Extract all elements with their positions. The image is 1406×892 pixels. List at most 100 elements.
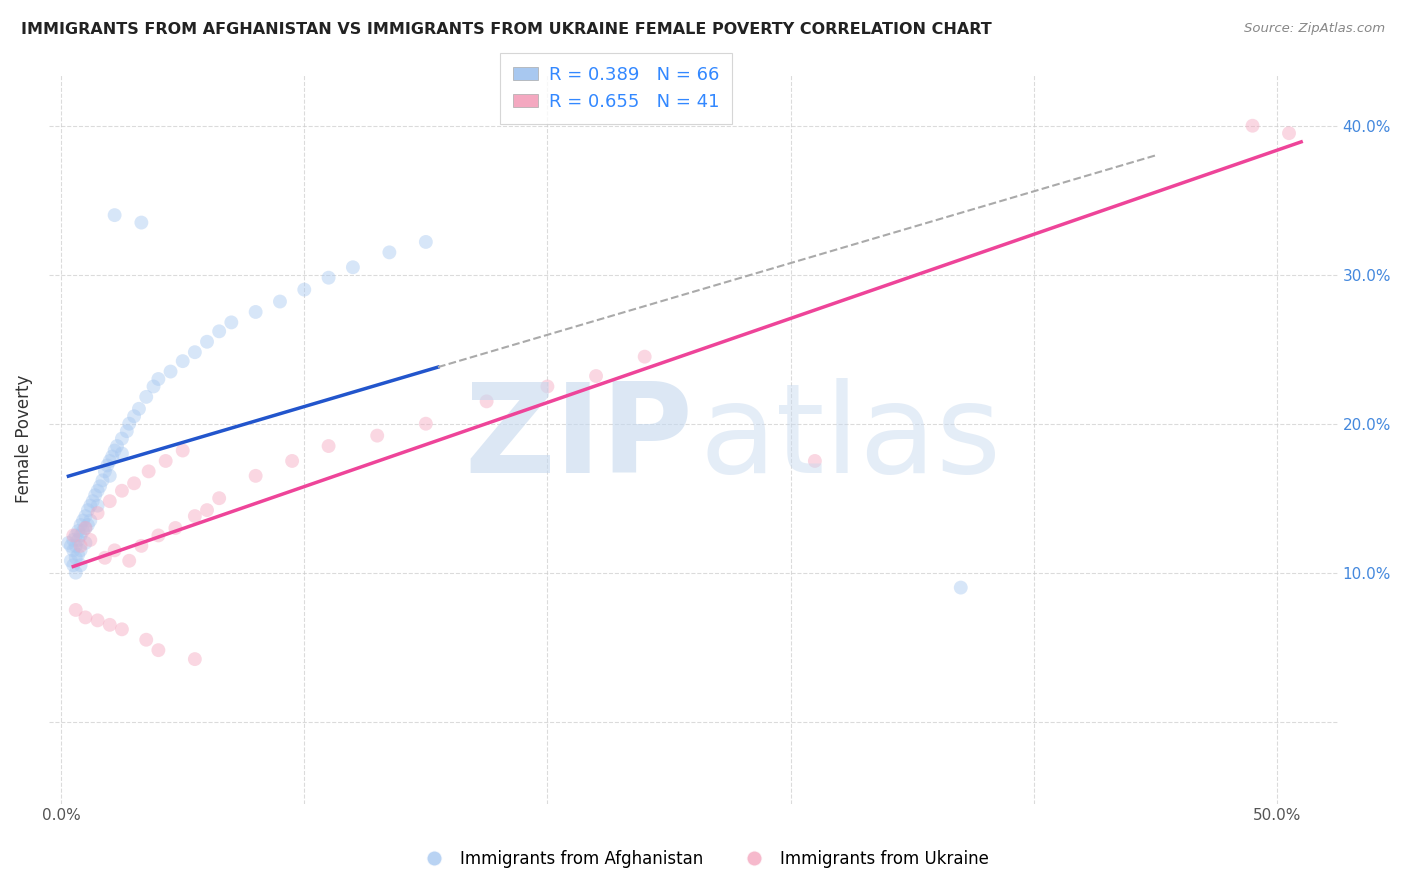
Point — [75, 521, 97, 535]
Y-axis label: Female Poverty: Female Poverty — [15, 375, 32, 503]
Point — [75, 536, 97, 550]
Point — [104, 208, 127, 222]
Point — [634, 350, 657, 364]
Point — [131, 216, 153, 230]
Point — [475, 394, 498, 409]
Point — [342, 260, 364, 275]
Point — [148, 643, 170, 657]
Point — [165, 521, 187, 535]
Point — [75, 509, 97, 524]
Point — [86, 483, 108, 498]
Point — [69, 539, 91, 553]
Point — [245, 468, 267, 483]
Point — [111, 483, 134, 498]
Point — [69, 558, 91, 573]
Point — [79, 499, 101, 513]
Point — [184, 345, 207, 359]
Point — [59, 539, 82, 553]
Point — [159, 365, 181, 379]
Point — [292, 283, 315, 297]
Point — [115, 424, 138, 438]
Point — [69, 528, 91, 542]
Point — [98, 454, 121, 468]
Point — [111, 446, 134, 460]
Point — [67, 533, 90, 547]
Text: IMMIGRANTS FROM AFGHANISTAN VS IMMIGRANTS FROM UKRAINE FEMALE POVERTY CORRELATIO: IMMIGRANTS FROM AFGHANISTAN VS IMMIGRANT… — [21, 22, 991, 37]
Point — [77, 518, 100, 533]
Point — [65, 566, 87, 580]
Point — [949, 581, 972, 595]
Point — [98, 494, 121, 508]
Point — [89, 479, 111, 493]
Point — [62, 558, 84, 573]
Point — [148, 528, 170, 542]
Point — [86, 499, 108, 513]
Point — [104, 443, 127, 458]
Point — [366, 428, 388, 442]
Point — [281, 454, 304, 468]
Point — [91, 473, 114, 487]
Legend: Immigrants from Afghanistan, Immigrants from Ukraine: Immigrants from Afghanistan, Immigrants … — [411, 844, 995, 875]
Point — [94, 464, 117, 478]
Point — [75, 610, 97, 624]
Point — [1278, 126, 1301, 140]
Point — [79, 533, 101, 547]
Point — [184, 652, 207, 666]
Point — [58, 536, 80, 550]
Point — [105, 439, 128, 453]
Point — [221, 315, 243, 329]
Text: atlas: atlas — [700, 378, 1002, 500]
Point — [118, 417, 141, 431]
Point — [128, 401, 150, 416]
Point — [79, 514, 101, 528]
Point — [138, 464, 160, 478]
Point — [131, 539, 153, 553]
Point — [101, 450, 124, 464]
Point — [245, 305, 267, 319]
Point — [415, 417, 437, 431]
Point — [69, 543, 91, 558]
Point — [77, 503, 100, 517]
Point — [208, 324, 231, 338]
Point — [148, 372, 170, 386]
Point — [155, 454, 177, 468]
Point — [195, 503, 218, 517]
Point — [72, 514, 94, 528]
Point — [62, 533, 84, 547]
Point — [135, 390, 157, 404]
Point — [75, 521, 97, 535]
Text: ZIP: ZIP — [464, 378, 693, 500]
Point — [415, 235, 437, 249]
Point — [98, 617, 121, 632]
Point — [318, 270, 340, 285]
Point — [804, 454, 827, 468]
Point — [65, 603, 87, 617]
Point — [69, 518, 91, 533]
Point — [84, 488, 107, 502]
Point — [65, 539, 87, 553]
Point — [86, 613, 108, 627]
Text: Source: ZipAtlas.com: Source: ZipAtlas.com — [1244, 22, 1385, 36]
Point — [65, 528, 87, 542]
Point — [172, 354, 194, 368]
Point — [82, 494, 104, 508]
Point — [269, 294, 291, 309]
Point — [318, 439, 340, 453]
Point — [122, 409, 145, 424]
Point — [172, 443, 194, 458]
Point — [86, 506, 108, 520]
Point — [122, 476, 145, 491]
Point — [96, 458, 118, 473]
Point — [378, 245, 401, 260]
Point — [111, 622, 134, 636]
Point — [1241, 119, 1264, 133]
Point — [62, 543, 84, 558]
Point — [72, 524, 94, 538]
Point — [67, 524, 90, 538]
Point — [118, 554, 141, 568]
Point — [104, 543, 127, 558]
Point — [98, 468, 121, 483]
Point — [135, 632, 157, 647]
Point — [208, 491, 231, 506]
Point — [94, 550, 117, 565]
